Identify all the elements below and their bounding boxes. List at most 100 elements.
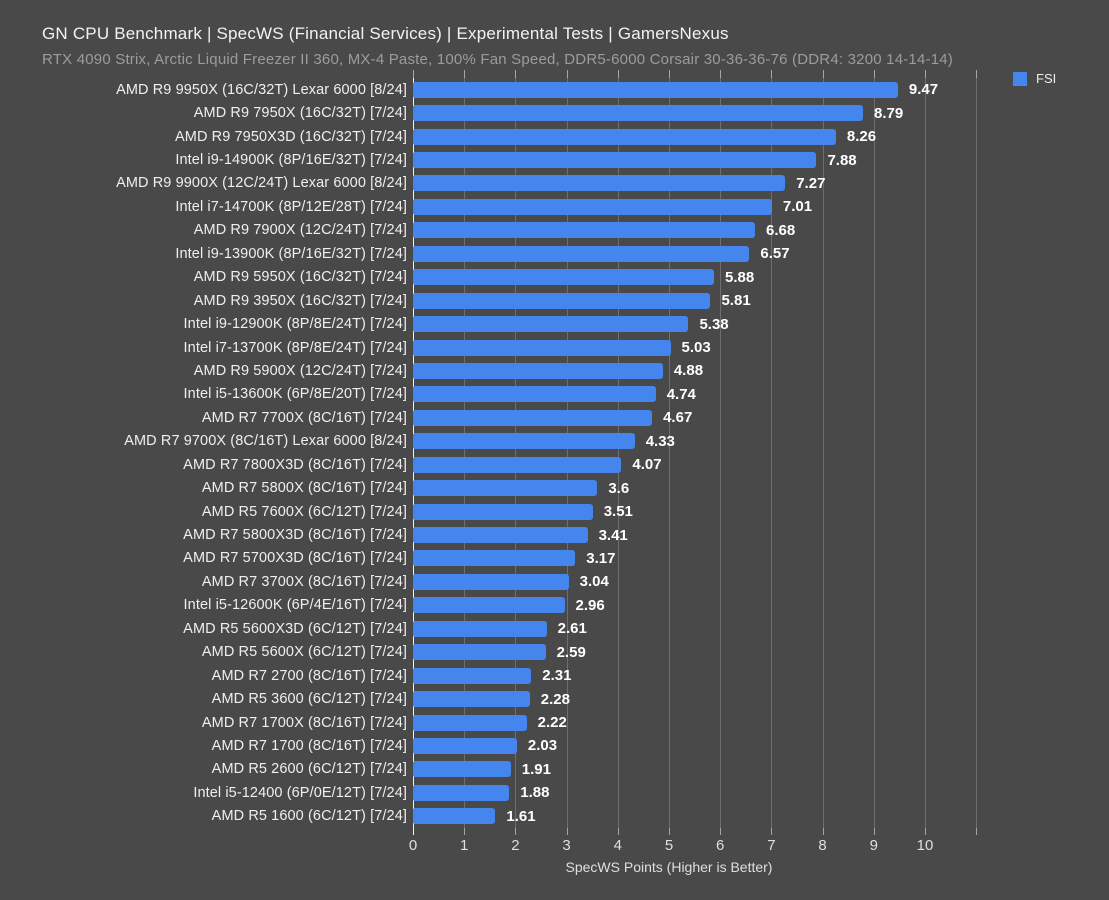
axis-tick-top xyxy=(873,70,875,78)
category-label: AMD R5 3600 (6C/12T) [7/24] xyxy=(211,691,407,708)
bar-row: Intel i9-13900K (8P/16E/32T) [7/24] 6.57 xyxy=(175,242,976,265)
value-label: 5.38 xyxy=(699,315,729,333)
axis-tick-bottom xyxy=(669,828,670,835)
bar-row: Intel i5-12400 (6P/0E/12T) [7/24] 1.88 xyxy=(193,781,976,804)
bar-row: AMD R5 5600X3D (6C/12T) [7/24] 2.61 xyxy=(183,617,976,640)
axis-tick-top xyxy=(617,70,619,78)
bar-row: AMD R5 3600 (6C/12T) [7/24] 2.28 xyxy=(212,687,976,710)
bar-row: AMD R7 5800X3D (8C/16T) [7/24] 3.41 xyxy=(183,523,976,546)
bar-row: AMD R7 1700X (8C/16T) [7/24] 2.22 xyxy=(202,711,976,734)
bar-fsi xyxy=(413,409,653,426)
gridline xyxy=(873,78,875,828)
bar-fsi xyxy=(413,667,532,684)
category-label: AMD R9 9950X (16C/32T) Lexar 6000 [8/24] xyxy=(116,81,407,98)
bar-row: AMD R7 7800X3D (8C/16T) [7/24] 4.07 xyxy=(183,453,976,476)
gridline xyxy=(617,78,619,828)
value-label: 7.27 xyxy=(796,174,826,192)
x-axis-tick-label: 5 xyxy=(664,837,674,854)
value-label: 1.91 xyxy=(521,760,551,778)
category-label: Intel i5-12400 (6P/0E/12T) [7/24] xyxy=(193,784,407,801)
bar-fsi xyxy=(413,597,565,614)
value-label: 3.41 xyxy=(598,526,628,544)
category-label: Intel i9-14900K (8P/16E/32T) [7/24] xyxy=(175,152,407,169)
axis-tick-bottom xyxy=(771,828,773,835)
bar-fsi xyxy=(413,222,756,239)
x-axis-tick-label: 7 xyxy=(767,837,776,854)
gridline xyxy=(771,78,773,828)
axis-tick-top xyxy=(822,70,824,78)
category-label: AMD R7 1700 (8C/16T) [7/24] xyxy=(211,737,407,754)
bar-row: Intel i9-12900K (8P/8E/24T) [7/24] 5.38 xyxy=(184,312,976,335)
category-label: AMD R9 5950X (16C/32T) [7/24] xyxy=(193,269,407,286)
bar-fsi xyxy=(413,644,546,661)
bar-row: AMD R7 7700X (8C/16T) [7/24] 4.67 xyxy=(202,406,976,429)
axis-tick-bottom xyxy=(515,828,517,835)
bar-row: AMD R9 9950X (16C/32T) Lexar 6000 [8/24]… xyxy=(116,78,976,101)
bar-fsi xyxy=(413,386,656,403)
axis-tick-top xyxy=(925,70,926,78)
category-label: AMD R7 9700X (8C/16T) Lexar 6000 [8/24] xyxy=(124,433,407,450)
axis-tick-top xyxy=(720,70,722,78)
value-label: 3.17 xyxy=(586,549,616,567)
bar-fsi xyxy=(413,456,622,473)
bar-fsi xyxy=(413,480,598,497)
bar-row: AMD R7 3700X (8C/16T) [7/24] 3.04 xyxy=(202,570,976,593)
category-label: AMD R9 7950X (16C/32T) [7/24] xyxy=(193,105,407,122)
category-label: AMD R5 5600X (6C/12T) [7/24] xyxy=(201,644,407,661)
chart-subtitle: RTX 4090 Strix, Arctic Liquid Freezer II… xyxy=(42,51,953,68)
bar-fsi xyxy=(413,128,836,145)
gridline xyxy=(669,78,670,828)
bar-fsi xyxy=(413,808,496,825)
value-label: 4.74 xyxy=(666,385,696,403)
value-label: 6.68 xyxy=(766,221,796,239)
bar-row: AMD R9 9900X (12C/24T) Lexar 6000 [8/24]… xyxy=(116,172,976,195)
x-axis-tick-label: 6 xyxy=(716,837,725,854)
category-label: AMD R9 9900X (12C/24T) Lexar 6000 [8/24] xyxy=(116,175,407,192)
bar-fsi xyxy=(413,152,817,169)
category-label: AMD R7 5800X3D (8C/16T) [7/24] xyxy=(183,527,407,544)
value-label: 2.31 xyxy=(542,667,572,685)
category-label: AMD R5 7600X (6C/12T) [7/24] xyxy=(201,503,407,520)
bar-fsi xyxy=(413,339,671,356)
gridline xyxy=(925,78,926,828)
gridline xyxy=(720,78,722,828)
bar-fsi xyxy=(413,527,588,544)
bar-row: AMD R9 7950X (16C/32T) [7/24] 8.79 xyxy=(194,101,976,124)
value-label: 5.81 xyxy=(721,292,751,310)
bar-row: AMD R9 7950X3D (16C/32T) [7/24] 8.26 xyxy=(175,125,976,148)
value-label: 2.03 xyxy=(527,737,558,755)
category-label: AMD R7 1700X (8C/16T) [7/24] xyxy=(201,714,407,731)
category-label: AMD R7 5800X (8C/16T) [7/24] xyxy=(201,480,407,497)
category-label: Intel i5-12600K (6P/4E/16T) [7/24] xyxy=(183,597,407,614)
bar-fsi xyxy=(413,620,547,637)
value-label: 4.33 xyxy=(645,432,675,450)
gridline xyxy=(566,78,568,828)
category-label: Intel i9-12900K (8P/8E/24T) [7/24] xyxy=(183,316,407,333)
bar-fsi xyxy=(413,292,711,309)
bar-fsi xyxy=(413,503,593,520)
axis-tick-bottom xyxy=(822,828,824,835)
value-label: 3.51 xyxy=(603,503,633,521)
value-label: 3.6 xyxy=(608,479,630,497)
axis-tick-bottom xyxy=(464,828,466,835)
bar-row: AMD R5 1600 (6C/12T) [7/24] 1.61 xyxy=(212,805,976,828)
bar-row: Intel i5-12600K (6P/4E/16T) [7/24] 2.96 xyxy=(184,594,976,617)
value-label: 2.28 xyxy=(540,690,570,708)
bar-fsi xyxy=(413,761,511,778)
value-label: 1.88 xyxy=(520,784,550,802)
bar-fsi xyxy=(413,362,663,379)
x-axis-title: SpecWS Points (Higher is Better) xyxy=(565,859,773,875)
category-label: Intel i5-13600K (6P/8E/20T) [7/24] xyxy=(183,386,407,403)
axis-tick-bottom xyxy=(617,828,619,835)
bar-fsi xyxy=(413,175,786,192)
axis-tick-top xyxy=(566,70,568,78)
category-label: AMD R7 7800X3D (8C/16T) [7/24] xyxy=(183,456,407,473)
category-label: AMD R7 7700X (8C/16T) [7/24] xyxy=(201,409,407,426)
bar-fsi xyxy=(413,433,635,450)
bar-row: AMD R7 1700 (8C/16T) [7/24] 2.03 xyxy=(212,734,976,757)
zero-axis-line xyxy=(413,78,414,835)
bar-fsi xyxy=(413,784,510,801)
gridline xyxy=(515,78,517,828)
bar-row: AMD R9 3950X (16C/32T) [7/24] 5.81 xyxy=(194,289,976,312)
